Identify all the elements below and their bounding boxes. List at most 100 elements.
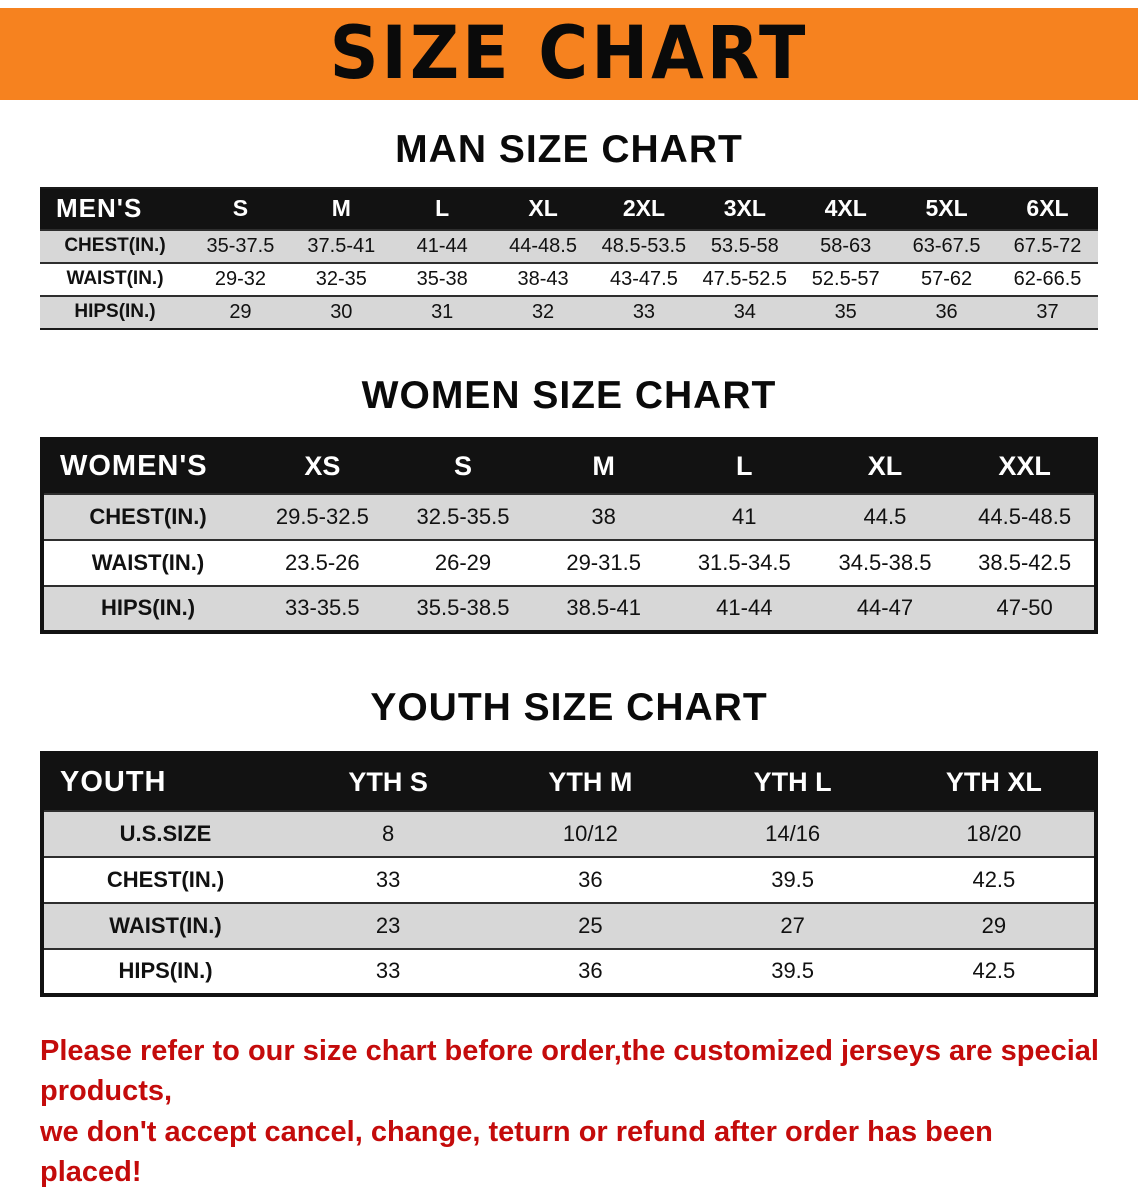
size-value-cell: 39.5 <box>691 855 894 903</box>
size-value-cell: 41-44 <box>391 228 493 263</box>
table-corner-label: WOMEN'S <box>42 438 252 494</box>
column-header: YTH S <box>287 752 490 811</box>
size-value-cell: 29 <box>190 294 291 329</box>
size-value-cell: 38 <box>533 492 674 540</box>
column-header: XL <box>814 438 956 494</box>
youth-size-chart-heading: YOUTH SIZE CHART <box>370 685 768 729</box>
size-value-cell: 23 <box>287 901 490 949</box>
row-label: HIPS(IN.) <box>42 584 252 632</box>
man-size-chart-heading: MAN SIZE CHART <box>395 128 743 171</box>
table-header-row: YOUTH YTH S YTH M YTH L YTH XL <box>42 752 1096 811</box>
table-row: WAIST(IN.) 23 25 27 29 <box>42 901 1096 949</box>
row-label: HIPS(IN.) <box>42 947 287 995</box>
men-size-chart-section: MAN SIZE CHART MEN'S S M L XL 2XL 3XL 4XL 5XL 6XL… <box>0 128 1138 330</box>
column-header: 4XL <box>795 187 897 230</box>
row-label: CHEST(IN.) <box>42 855 287 903</box>
table-row: WAIST(IN.) 29-32 32-35 35-38 38-43 43-47.5 47.… <box>40 261 1098 296</box>
column-header: S <box>392 438 534 494</box>
row-label: CHEST(IN.) <box>40 228 190 263</box>
size-value-cell: 35-38 <box>391 261 493 296</box>
size-value-cell: 37.5-41 <box>290 228 392 263</box>
size-value-cell: 35-37.5 <box>190 228 291 263</box>
table-row: CHEST(IN.) 33 36 39.5 42.5 <box>42 855 1096 903</box>
table-corner-label: MEN'S <box>40 187 190 230</box>
size-value-cell: 10/12 <box>489 809 692 857</box>
size-value-cell: 52.5-57 <box>795 261 897 296</box>
size-value-cell: 37 <box>997 294 1098 329</box>
row-label: WAIST(IN.) <box>40 261 190 296</box>
size-value-cell: 63-67.5 <box>896 228 997 263</box>
table-header-row: MEN'S S M L XL 2XL 3XL 4XL 5XL 6XL <box>40 187 1098 230</box>
note-line: we don't accept cancel, change, teturn o… <box>40 1115 993 1189</box>
size-value-cell: 23.5-26 <box>252 538 393 586</box>
row-label: WAIST(IN.) <box>42 538 252 586</box>
column-header: XXL <box>955 438 1096 494</box>
youth-size-chart-section: YOUTH SIZE CHART YOUTH YTH S YTH M YTH L YTH… <box>0 686 1138 997</box>
column-header: 5XL <box>896 187 997 230</box>
size-value-cell: 29-32 <box>190 261 291 296</box>
column-header: XL <box>492 187 594 230</box>
size-value-cell: 34.5-38.5 <box>814 538 956 586</box>
note-line: Please refer to our size chart before or… <box>40 1034 1099 1108</box>
size-value-cell: 62-66.5 <box>997 261 1098 296</box>
size-value-cell: 57-62 <box>896 261 997 296</box>
size-value-cell: 27 <box>691 901 894 949</box>
size-value-cell: 33 <box>593 294 695 329</box>
table-row: WAIST(IN.) 23.5-26 26-29 29-31.5 31.5-34.5 34… <box>42 538 1096 586</box>
row-label: U.S.SIZE <box>42 809 287 857</box>
size-value-cell: 31 <box>391 294 493 329</box>
size-value-cell: 25 <box>489 901 692 949</box>
column-header: YTH XL <box>893 752 1096 811</box>
size-value-cell: 44.5 <box>814 492 956 540</box>
women-size-chart-section: WOMEN SIZE CHART WOMEN'S XS S M L XL XXL CHEST(… <box>0 374 1138 634</box>
size-value-cell: 35 <box>795 294 897 329</box>
size-value-cell: 32.5-35.5 <box>392 492 534 540</box>
size-value-cell: 14/16 <box>691 809 894 857</box>
column-header: M <box>533 438 674 494</box>
size-value-cell: 44-47 <box>814 584 956 632</box>
men-size-table: MEN'S S M L XL 2XL 3XL 4XL 5XL 6XL CHEST(IN.) 35-37… <box>40 186 1098 330</box>
women-size-table: WOMEN'S XS S M L XL XXL CHEST(IN.) 29.5-32.5 32.5… <box>40 436 1098 634</box>
note: Please refer to our size chart before or… <box>40 1031 1100 1193</box>
column-header: 3XL <box>694 187 796 230</box>
size-value-cell: 36 <box>489 947 692 995</box>
size-value-cell: 38-43 <box>492 261 594 296</box>
table-row: U.S.SIZE 8 10/12 14/16 18/20 <box>42 809 1096 857</box>
column-header: 6XL <box>997 187 1098 230</box>
size-value-cell: 67.5-72 <box>997 228 1098 263</box>
table-corner-label: YOUTH <box>42 752 287 811</box>
size-value-cell: 33 <box>287 855 490 903</box>
size-value-cell: 31.5-34.5 <box>673 538 815 586</box>
size-value-cell: 30 <box>290 294 392 329</box>
size-value-cell: 53.5-58 <box>694 228 796 263</box>
row-label: CHEST(IN.) <box>42 492 252 540</box>
size-value-cell: 8 <box>287 809 490 857</box>
size-chart-banner: SIZE CHART <box>0 8 1138 100</box>
column-header: L <box>391 187 493 230</box>
size-value-cell: 32-35 <box>290 261 392 296</box>
table-header-row: WOMEN'S XS S M L XL XXL <box>42 438 1096 494</box>
size-value-cell: 26-29 <box>392 538 534 586</box>
size-value-cell: 38.5-42.5 <box>955 538 1096 586</box>
column-header: L <box>673 438 815 494</box>
size-value-cell: 39.5 <box>691 947 894 995</box>
size-value-cell: 33-35.5 <box>252 584 393 632</box>
size-value-cell: 18/20 <box>893 809 1096 857</box>
column-header: M <box>290 187 392 230</box>
size-value-cell: 33 <box>287 947 490 995</box>
size-value-cell: 41-44 <box>673 584 815 632</box>
size-value-cell: 42.5 <box>893 947 1096 995</box>
column-header: XS <box>252 438 393 494</box>
size-value-cell: 48.5-53.5 <box>593 228 695 263</box>
column-header: 2XL <box>593 187 695 230</box>
column-header: YTH L <box>691 752 894 811</box>
row-label: HIPS(IN.) <box>40 294 190 329</box>
size-value-cell: 34 <box>694 294 796 329</box>
row-label: WAIST(IN.) <box>42 901 287 949</box>
size-value-cell: 29 <box>893 901 1096 949</box>
table-row: CHEST(IN.) 35-37.5 37.5-41 41-44 44-48.5 48.5… <box>40 228 1098 263</box>
size-value-cell: 42.5 <box>893 855 1096 903</box>
table-row: HIPS(IN.) 33 36 39.5 42.5 <box>42 947 1096 995</box>
size-value-cell: 58-63 <box>795 228 897 263</box>
size-value-cell: 32 <box>492 294 594 329</box>
